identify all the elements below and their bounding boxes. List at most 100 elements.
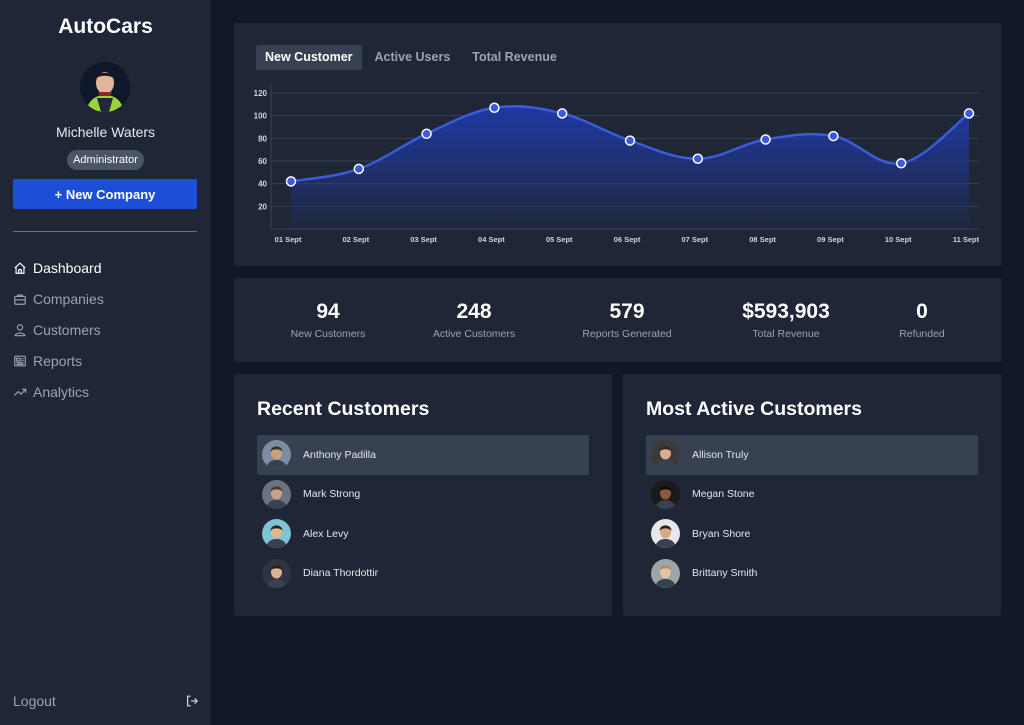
list-item[interactable]: Mark Strong — [257, 475, 589, 515]
profile-avatar[interactable] — [80, 62, 130, 112]
sidebar-item-label: Companies — [33, 290, 104, 307]
list-item[interactable]: Anthony Padilla — [257, 435, 589, 475]
sidebar: AutoCars Michelle Waters Administrator +… — [0, 0, 211, 725]
new-company-button[interactable]: + New Company — [13, 179, 197, 209]
sidebar-item-label: Dashboard — [33, 259, 102, 276]
x-tick-label: 10 Sept — [885, 235, 912, 244]
sidebar-item-label: Reports — [33, 352, 83, 369]
x-tick-label: 04 Sept — [478, 235, 505, 244]
customer-name: Allison Truly — [692, 448, 749, 461]
stats-panel: 94 New Customers 248 Active Customers 57… — [234, 278, 1001, 362]
list-item[interactable]: Bryan Shore — [646, 514, 978, 554]
avatar — [651, 440, 680, 470]
x-tick-label: 11 Sept — [953, 235, 980, 244]
stat-new-customers: 94 New Customers — [291, 300, 366, 340]
recent-customers-panel: Recent Customers Anthony Padilla Mark Str… — [234, 374, 612, 616]
profile-name: Michelle Waters — [55, 124, 156, 140]
customer-name: Megan Stone — [692, 488, 755, 501]
stat-value: 248 — [456, 300, 492, 323]
sidebar-item-dashboard[interactable]: Dashboard — [13, 252, 203, 283]
stat-value: $593,903 — [742, 300, 830, 323]
customer-name: Bryan Shore — [692, 527, 751, 540]
recent-customers-list: Anthony Padilla Mark Strong Alex Levy Diana… — [257, 435, 589, 593]
y-tick-label: 40 — [258, 180, 267, 189]
data-point — [421, 128, 432, 140]
list-item[interactable]: Allison Truly — [646, 435, 978, 475]
customer-name: Brittany Smith — [692, 567, 758, 580]
active-customers-title: Most Active Customers — [646, 398, 862, 420]
sidebar-item-customers[interactable]: Customers — [13, 314, 203, 345]
x-tick-label: 07 Sept — [681, 235, 708, 244]
customer-name: Anthony Padilla — [303, 448, 376, 461]
tab-active-users[interactable]: Active Users — [374, 50, 451, 64]
stat-label: Active Customers — [432, 328, 516, 340]
list-item[interactable]: Diana Thordottir — [257, 554, 589, 594]
chart-tabs: New Customer Active Users Total Revenue — [256, 45, 566, 70]
y-tick-label: 100 — [254, 112, 268, 121]
role-badge: Administrator — [67, 150, 144, 170]
recent-customers-title: Recent Customers — [257, 398, 430, 420]
brand-logo: AutoCars — [58, 15, 153, 38]
newspaper-icon — [13, 354, 27, 368]
data-point — [489, 102, 500, 113]
y-tick-label: 20 — [258, 202, 267, 211]
data-point — [285, 176, 297, 187]
active-customers-panel: Most Active Customers Allison Truly Megan… — [623, 374, 1001, 616]
data-point — [692, 153, 704, 164]
sidebar-divider — [13, 231, 197, 232]
stat-value: 579 — [609, 300, 645, 323]
sidebar-item-label: Analytics — [33, 383, 90, 400]
list-item[interactable]: Megan Stone — [646, 475, 978, 515]
data-point — [624, 135, 636, 146]
avatar — [651, 479, 680, 509]
avatar — [262, 440, 291, 470]
stat-label: Reports Generated — [582, 328, 672, 340]
stat-reports-generated: 579 Reports Generated — [582, 300, 671, 340]
data-point — [556, 108, 568, 119]
stat-label: Refunded — [899, 328, 945, 340]
briefcase-icon — [13, 292, 27, 306]
x-tick-label: 05 Sept — [546, 235, 573, 244]
stat-active-customers: 248 Active Customers — [433, 300, 515, 340]
data-point — [963, 108, 975, 119]
customer-name: Diana Thordottir — [303, 567, 379, 580]
customer-name: Mark Strong — [303, 488, 361, 501]
data-point — [760, 134, 771, 145]
y-tick-label: 60 — [258, 157, 267, 166]
tab-new-customer[interactable]: New Customer — [256, 45, 362, 70]
avatar — [651, 558, 680, 588]
y-tick-label: 80 — [258, 134, 267, 143]
sidebar-item-label: Customers — [33, 321, 101, 338]
logout-button[interactable]: Logout — [13, 692, 199, 710]
stat-value: 94 — [316, 300, 340, 323]
x-tick-label: 06 Sept — [614, 235, 641, 244]
series-area — [291, 106, 969, 229]
data-point — [895, 158, 907, 169]
user-icon — [13, 323, 27, 337]
x-tick-label: 09 Sept — [817, 235, 844, 244]
logout-icon — [185, 694, 199, 708]
y-tick-label: 120 — [254, 89, 268, 98]
x-tick-label: 02 Sept — [342, 235, 369, 244]
x-tick-label: 01 Sept — [275, 235, 302, 244]
list-item[interactable]: Brittany Smith — [646, 554, 978, 594]
x-tick-label: 03 Sept — [410, 235, 437, 244]
sidebar-nav: Dashboard Companies Customers Reports An… — [13, 252, 203, 407]
customer-name: Alex Levy — [303, 527, 349, 540]
sidebar-item-companies[interactable]: Companies — [13, 283, 203, 314]
list-item[interactable]: Alex Levy — [257, 514, 589, 554]
stat-total-revenue: $593,903 Total Revenue — [742, 300, 830, 340]
avatar — [262, 479, 291, 509]
data-point — [828, 130, 839, 142]
sidebar-item-reports[interactable]: Reports — [13, 345, 203, 376]
stat-label: Total Revenue — [752, 328, 820, 340]
new-customer-chart: 20 40 60 80 100 120 01 Sept 02 Sept 03 Sept 04 Se… — [254, 83, 980, 244]
avatar — [651, 519, 680, 549]
stat-value: 0 — [916, 300, 928, 323]
trending-up-icon — [13, 385, 27, 399]
sidebar-item-analytics[interactable]: Analytics — [13, 376, 203, 407]
active-customers-list: Allison Truly Megan Stone Bryan Shore Britt… — [646, 435, 978, 593]
chart-panel: New Customer Active Users Total Revenue … — [234, 23, 1001, 266]
logout-label: Logout — [13, 693, 56, 709]
tab-total-revenue[interactable]: Total Revenue — [472, 50, 557, 64]
